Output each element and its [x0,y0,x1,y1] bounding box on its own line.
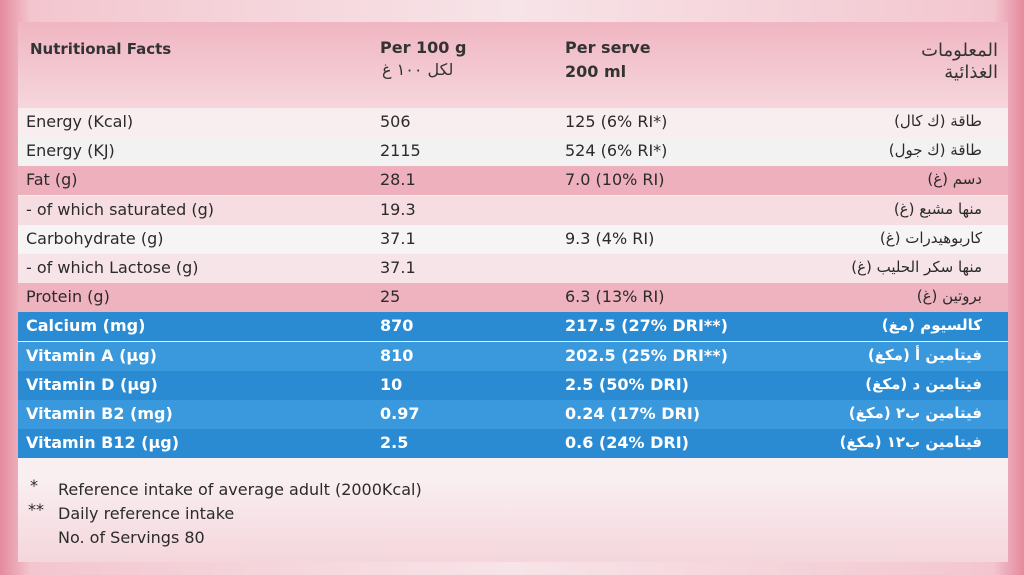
per-serve-value: 217.5 (27% DRI**) [565,316,728,336]
table-row: Carbohydrate (g) 37.1 9.3 (4% RI) كاربوهيدر… [18,224,1008,254]
table-row: Energy (Kcal) 506 125 (6% RI*) طاقة (ك كال) [18,108,1008,137]
per-100g-value: 10 [380,374,403,394]
footnote-marker: ** [28,500,44,519]
nutrient-arabic: فيتامين أ (مكغ) [867,345,982,364]
table-row: Calcium (mg) 870 217.5 (27% DRI**) كالسيوم … [18,312,1008,342]
table-row: Vitamin D (µg) 10 2.5 (50% DRI) فيتامين د (… [18,370,1008,400]
nutrient-arabic: فيتامين ب٢ (مكغ) [848,404,982,422]
nutrient-arabic: دسم (غ) [927,170,982,189]
servings: No. of Servings 80 [58,528,205,547]
table-row: Protein (g) 25 6.3 (13% RI) بروتين (غ) [18,283,1008,313]
per-serve-value: 6.3 (13% RI) [565,287,665,307]
nutrient-arabic: بروتين (غ) [916,287,982,306]
per-serve-value: 0.6 (24% DRI) [565,433,689,453]
per-serve-value: 7.0 (10% RI) [565,170,665,190]
per-100g-value: 0.97 [380,404,420,423]
per-100g-value: 19.3 [380,199,416,219]
table-row: Energy (KJ) 2115 524 (6% RI*) طاقة (ك جول) [18,137,1008,167]
table-row: Vitamin B12 (µg) 2.5 0.6 (24% DRI) فيتامين … [18,429,1008,459]
per-serve-value: 125 (6% RI*) [565,112,668,131]
nutrient-arabic: فيتامين د (مكغ) [865,374,982,393]
nutrient-arabic: كاربوهيدرات (غ) [879,228,982,247]
header-arabic-title: الغذائية [944,62,998,83]
nutrient-name: Protein (g) [26,287,110,307]
nutrient-name: Vitamin D (µg) [26,374,158,394]
header-title: Nutritional Facts [30,40,172,58]
nutrient-arabic: طاقة (ك جول) [888,141,982,160]
nutrient-name: Energy (KJ) [26,141,115,161]
table-row: Vitamin B2 (mg) 0.97 0.24 (17% DRI) فيتامين… [18,400,1008,429]
nutrient-name: Fat (g) [26,170,78,190]
per-100g-value: 37.1 [380,258,416,277]
per-100g-value: 810 [380,345,414,365]
table-row: - of which Lactose (g) 37.1 منها سكر الحلي… [18,254,1008,283]
table-row: Vitamin A (µg) 810 202.5 (25% DRI**) فيتامي… [18,341,1008,371]
nutrient-name: - of which saturated (g) [26,199,214,219]
nutrient-name: Vitamin B2 (mg) [26,404,173,423]
per-100g-value: 870 [380,316,414,336]
per-serve-value: 9.3 (4% RI) [565,228,655,248]
nutrient-name: Energy (Kcal) [26,112,134,131]
per-100g-value: 506 [380,112,411,131]
nutrient-name: Vitamin A (µg) [26,345,157,365]
per-100g-value: 2115 [380,141,421,161]
header-per-100g-arabic: لكل ١٠٠ غ [382,60,454,79]
header-arabic-title: المعلومات [921,40,998,61]
footnote: Reference intake of average adult (2000K… [58,480,422,499]
nutrient-name: Vitamin B12 (µg) [26,433,180,453]
per-100g-value: 37.1 [380,228,416,248]
nutrient-arabic: فيتامين ب١٢ (مكغ) [839,433,982,452]
per-serve-value: 202.5 (25% DRI**) [565,345,728,365]
per-100g-value: 25 [380,287,401,307]
nutrient-name: - of which Lactose (g) [26,258,199,277]
per-serve-value: 2.5 (50% DRI) [565,374,689,394]
per-serve-value: 0.24 (17% DRI) [565,404,701,423]
nutrient-arabic: منها مشبع (غ) [893,199,982,218]
per-100g-value: 28.1 [380,170,416,190]
nutrient-arabic: طاقة (ك كال) [894,112,982,130]
nutrient-arabic: منها سكر الحليب (غ) [851,258,982,276]
nutrient-name: Calcium (mg) [26,316,146,336]
header-per-serve: Per serve [565,38,651,57]
footnote-marker: * [30,476,38,495]
header-per-100g: Per 100 g [380,38,467,57]
header-serve-size: 200 ml [565,62,627,81]
table-row: - of which saturated (g) 19.3 منها مشبع (غ… [18,195,1008,225]
footnote: Daily reference intake [58,504,235,523]
nutrient-arabic: كالسيوم (مغ) [881,316,982,335]
per-100g-value: 2.5 [380,433,409,453]
per-serve-value: 524 (6% RI*) [565,141,668,161]
table-row: Fat (g) 28.1 7.0 (10% RI) دسم (غ) [18,166,1008,196]
nutrient-name: Carbohydrate (g) [26,228,164,248]
